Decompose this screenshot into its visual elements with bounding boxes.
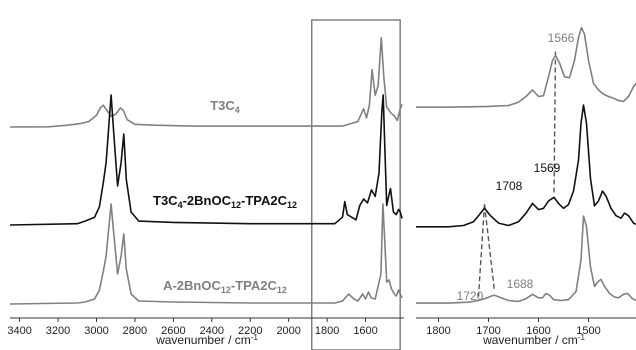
fingerprint-region-box [311,19,401,350]
peak-label-1708: 1708 [496,179,523,193]
x-tick-label: 3200 [46,325,70,337]
sample-label-3: A-2BnOC12-TPA2C12 [163,278,287,295]
x-tick-label: 2600 [161,325,185,337]
x-tick-label: 3400 [7,325,31,337]
peak-label-1569: 1569 [534,161,561,175]
zoomed-spectra-panel: 1566 1569 1708 1720 1688 1800 1700 1600 1500wave… [416,26,636,348]
spectrum-line-1 [9,37,403,128]
zoom-x-tick-label: 1500 [576,325,600,337]
x-tick-label: 2200 [238,325,262,337]
peak-label-1688: 1688 [507,277,534,291]
x-tick-label: 2000 [276,325,300,337]
spectrum-line-3 [9,203,403,305]
zoom-x-tick-label: 1700 [476,325,500,337]
zoom-x-axis-title: wavenumber / cm-1 [482,333,585,348]
sample-label-2: T3C4-2BnOC12-TPA2C12 [153,193,297,210]
x-tick-label: 2400 [200,325,224,337]
x-tick-label: 3000 [84,325,108,337]
full-range-spectra-panel: T3C4 T3C4-2BnOC12-TPA2C12 A-2BnOC12-TPA2C1… [7,19,404,350]
peak-label-1566: 1566 [548,31,575,45]
sample-label-1: T3C4 [210,98,240,115]
x-tick-label: 1800 [315,325,339,337]
zoom-spectrum-line-3 [416,215,636,304]
zoom-spectrum-line-2 [416,104,636,228]
peak-shift-dashed-line-3 [483,204,496,292]
zoom-x-tick-label: 1600 [526,325,550,337]
x-tick-label: 1600 [353,325,377,337]
x-axis-title: wavenumber / cm-1 [155,333,258,348]
peak-shift-dashed-line-2 [477,204,486,297]
peak-label-1720: 1720 [457,289,484,303]
spectrum-line-2 [9,94,403,226]
x-tick-label: 2800 [123,325,147,337]
zoom-x-tick-label: 1800 [426,325,450,337]
zoom-spectrum-line-1 [416,26,636,108]
